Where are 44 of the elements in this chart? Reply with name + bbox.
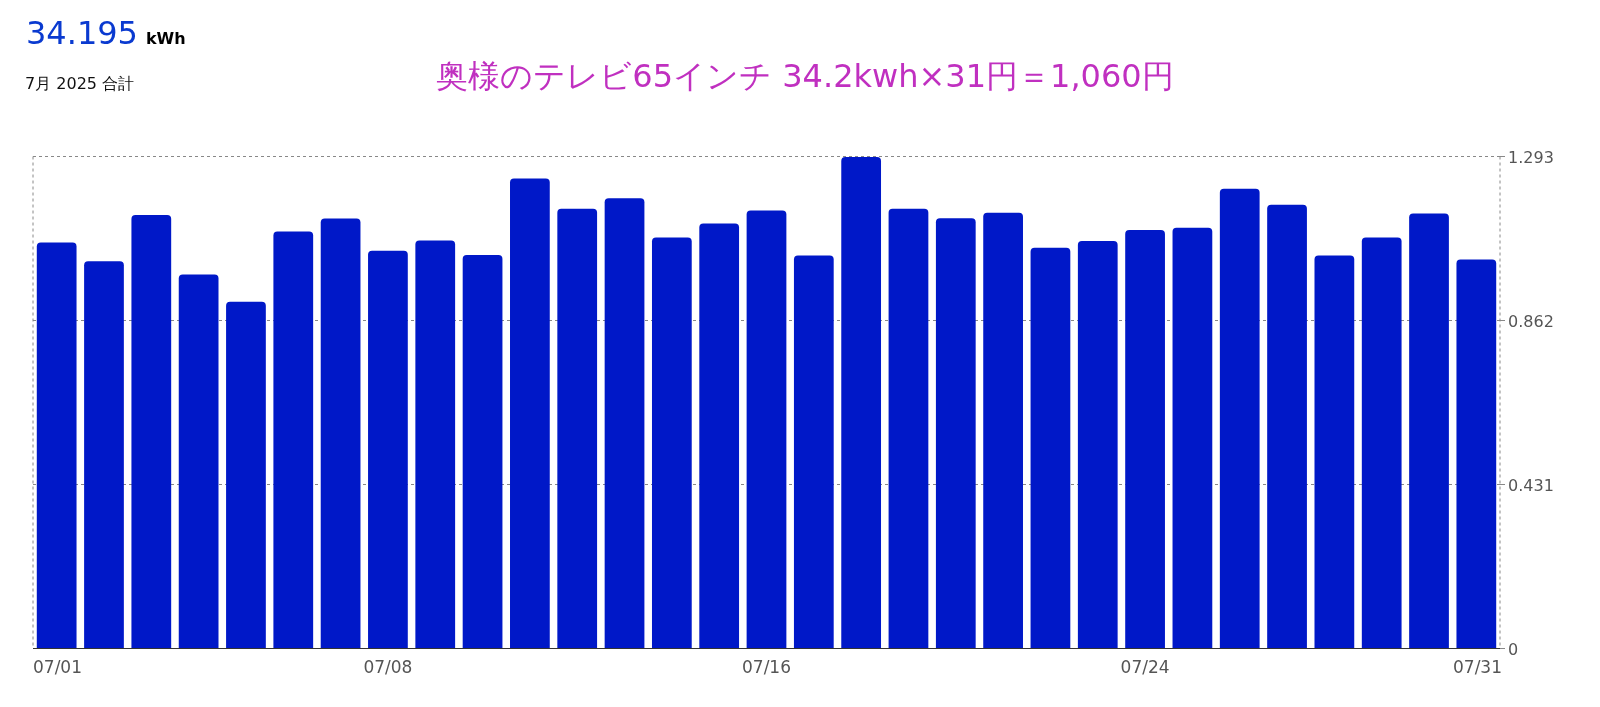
bar (84, 261, 124, 649)
bar (983, 212, 1023, 649)
bar (935, 218, 976, 649)
bar (557, 208, 598, 649)
bar (368, 250, 408, 649)
text: 7月 2025 合計 (25, 74, 135, 93)
y-tick-label: 0.862 (1508, 311, 1554, 331)
bar (1314, 255, 1355, 649)
bar (651, 237, 692, 649)
text: 34.195 (26, 14, 138, 52)
bar (1219, 188, 1260, 649)
y-tick-label: 0.431 (1508, 475, 1554, 495)
bar (1361, 237, 1402, 649)
bar (841, 156, 882, 649)
bar (415, 240, 456, 649)
bar (1267, 204, 1307, 649)
x-tick-label: 07/01 (33, 656, 82, 677)
bar (36, 242, 77, 649)
x-tick-label: 07/31 (1453, 656, 1502, 677)
x-tick-label: 07/08 (363, 656, 413, 677)
chart-title: 奥様のテレビ65インチ 34.2kwh×31円＝1,060円 (436, 57, 1174, 95)
y-tick-label: 0 (1508, 639, 1519, 659)
bar (699, 223, 740, 649)
bar (1409, 213, 1449, 649)
bar (1125, 229, 1165, 649)
x-tick-label: 07/16 (742, 656, 791, 677)
bar (1172, 227, 1213, 649)
bar (273, 231, 314, 649)
x-tick-label: 07/24 (1120, 656, 1170, 677)
bar (793, 255, 834, 649)
text: kWh (145, 29, 186, 48)
bar (1456, 259, 1497, 649)
bar (320, 218, 361, 649)
bar (510, 178, 550, 649)
bar (1030, 247, 1071, 649)
y-tick-label: 1.293 (1508, 147, 1554, 167)
bar (131, 215, 172, 649)
bar (888, 208, 929, 649)
bar (604, 198, 645, 649)
bar (178, 274, 219, 649)
bar (1077, 240, 1118, 649)
bar (462, 255, 503, 649)
bar (746, 210, 787, 649)
bar (226, 301, 266, 649)
